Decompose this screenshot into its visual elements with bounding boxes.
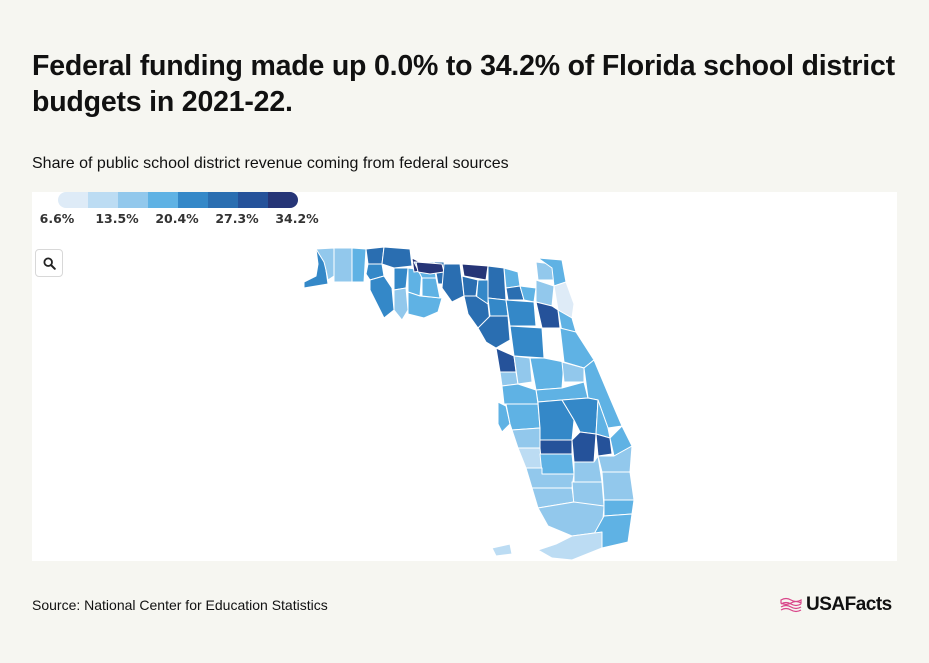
district-miami-dade[interactable] xyxy=(593,513,633,549)
legend-swatch xyxy=(148,192,178,208)
district-gilchrist[interactable] xyxy=(487,297,509,317)
district-holmes[interactable] xyxy=(365,246,385,265)
district-suwannee[interactable] xyxy=(461,275,479,297)
district-collier[interactable] xyxy=(537,501,605,537)
district-manatee[interactable] xyxy=(511,427,541,449)
legend-label: 27.3% xyxy=(215,211,259,226)
district-pinellas[interactable] xyxy=(497,401,511,433)
search-icon xyxy=(42,256,56,270)
district-baker[interactable] xyxy=(503,267,521,289)
district-alachua[interactable] xyxy=(505,299,537,327)
legend-swatch xyxy=(238,192,268,208)
chart-subtitle: Share of public school district revenue … xyxy=(32,155,509,172)
district-st-johns[interactable] xyxy=(553,281,575,319)
district-taylor[interactable] xyxy=(441,263,465,303)
legend-label: 20.4% xyxy=(155,211,199,226)
district-calhoun[interactable] xyxy=(393,267,409,291)
legend-swatch xyxy=(208,192,238,208)
legend-label: 13.5% xyxy=(95,211,139,226)
legend-swatch xyxy=(58,192,88,208)
page-title: Federal funding made up 0.0% to 34.2% of… xyxy=(32,50,895,118)
district-marion[interactable] xyxy=(509,325,545,359)
district-levy[interactable] xyxy=(477,315,511,349)
district-walton[interactable] xyxy=(351,247,367,283)
florida-district-map xyxy=(299,246,635,561)
district-gulf[interactable] xyxy=(393,287,409,321)
logo-text: USAFacts xyxy=(806,594,892,615)
district-pasco[interactable] xyxy=(501,383,539,405)
district-clay[interactable] xyxy=(535,279,555,307)
district-bay[interactable] xyxy=(369,275,395,319)
district-sarasota[interactable] xyxy=(517,447,543,469)
legend-swatch xyxy=(268,192,298,208)
legend-label: 34.2% xyxy=(275,211,319,226)
source-note: Source: National Center for Education St… xyxy=(32,597,328,613)
district-martin[interactable] xyxy=(597,445,633,473)
district-glades[interactable] xyxy=(573,455,603,483)
map-panel[interactable]: 6.6% 13.5% 20.4% 27.3% 34.2% xyxy=(32,192,897,561)
district-volusia[interactable] xyxy=(559,327,595,369)
district-hillsborough[interactable] xyxy=(505,403,541,431)
district-highlands[interactable] xyxy=(571,431,597,463)
district-okeechobee[interactable] xyxy=(595,433,613,457)
district-okaloosa[interactable] xyxy=(333,247,353,283)
district-desoto[interactable] xyxy=(539,453,575,475)
district-broward[interactable] xyxy=(603,499,635,517)
district-palm-beach[interactable] xyxy=(601,471,635,501)
district-columbia[interactable] xyxy=(487,265,507,301)
legend-swatch xyxy=(118,192,148,208)
district-jackson[interactable] xyxy=(381,246,413,269)
district-hardee[interactable] xyxy=(539,439,573,455)
usafacts-logo: USAFacts xyxy=(780,594,892,616)
district-madison[interactable] xyxy=(415,261,445,275)
district-franklin[interactable] xyxy=(407,291,443,319)
district-putnam[interactable] xyxy=(535,301,561,329)
district-monroe[interactable] xyxy=(491,531,603,561)
legend-swatch xyxy=(88,192,118,208)
us-flag-icon xyxy=(780,597,802,613)
district-lake[interactable] xyxy=(529,357,565,391)
district-sumter[interactable] xyxy=(513,355,533,385)
legend-swatch xyxy=(178,192,208,208)
legend-labels: 6.6% 13.5% 20.4% 27.3% 34.2% xyxy=(32,211,352,227)
legend-color-scale xyxy=(58,192,298,208)
zoom-button[interactable] xyxy=(35,249,63,277)
legend-label: 6.6% xyxy=(39,211,75,226)
district-wakulla[interactable] xyxy=(421,277,441,299)
